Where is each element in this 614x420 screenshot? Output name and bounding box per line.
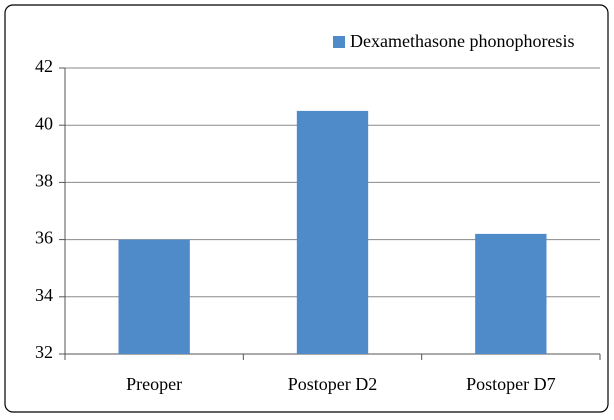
y-tick-label: 42: [35, 56, 53, 76]
y-tick-label: 40: [35, 113, 53, 133]
bar: [296, 110, 369, 355]
y-tick-label: 38: [35, 171, 53, 191]
bar: [118, 239, 190, 354]
y-tick-label: 32: [35, 342, 53, 362]
x-tick-label: Preoper: [126, 374, 182, 394]
bar: [475, 233, 547, 354]
x-tick-label: Postoper D7: [466, 374, 556, 394]
y-tick-label: 34: [35, 285, 53, 305]
legend-swatch: [333, 36, 345, 48]
x-tick-label: Postoper D2: [288, 374, 378, 394]
legend-label: Dexamethasone phonophoresis: [350, 31, 574, 51]
y-tick-label: 36: [35, 228, 53, 248]
